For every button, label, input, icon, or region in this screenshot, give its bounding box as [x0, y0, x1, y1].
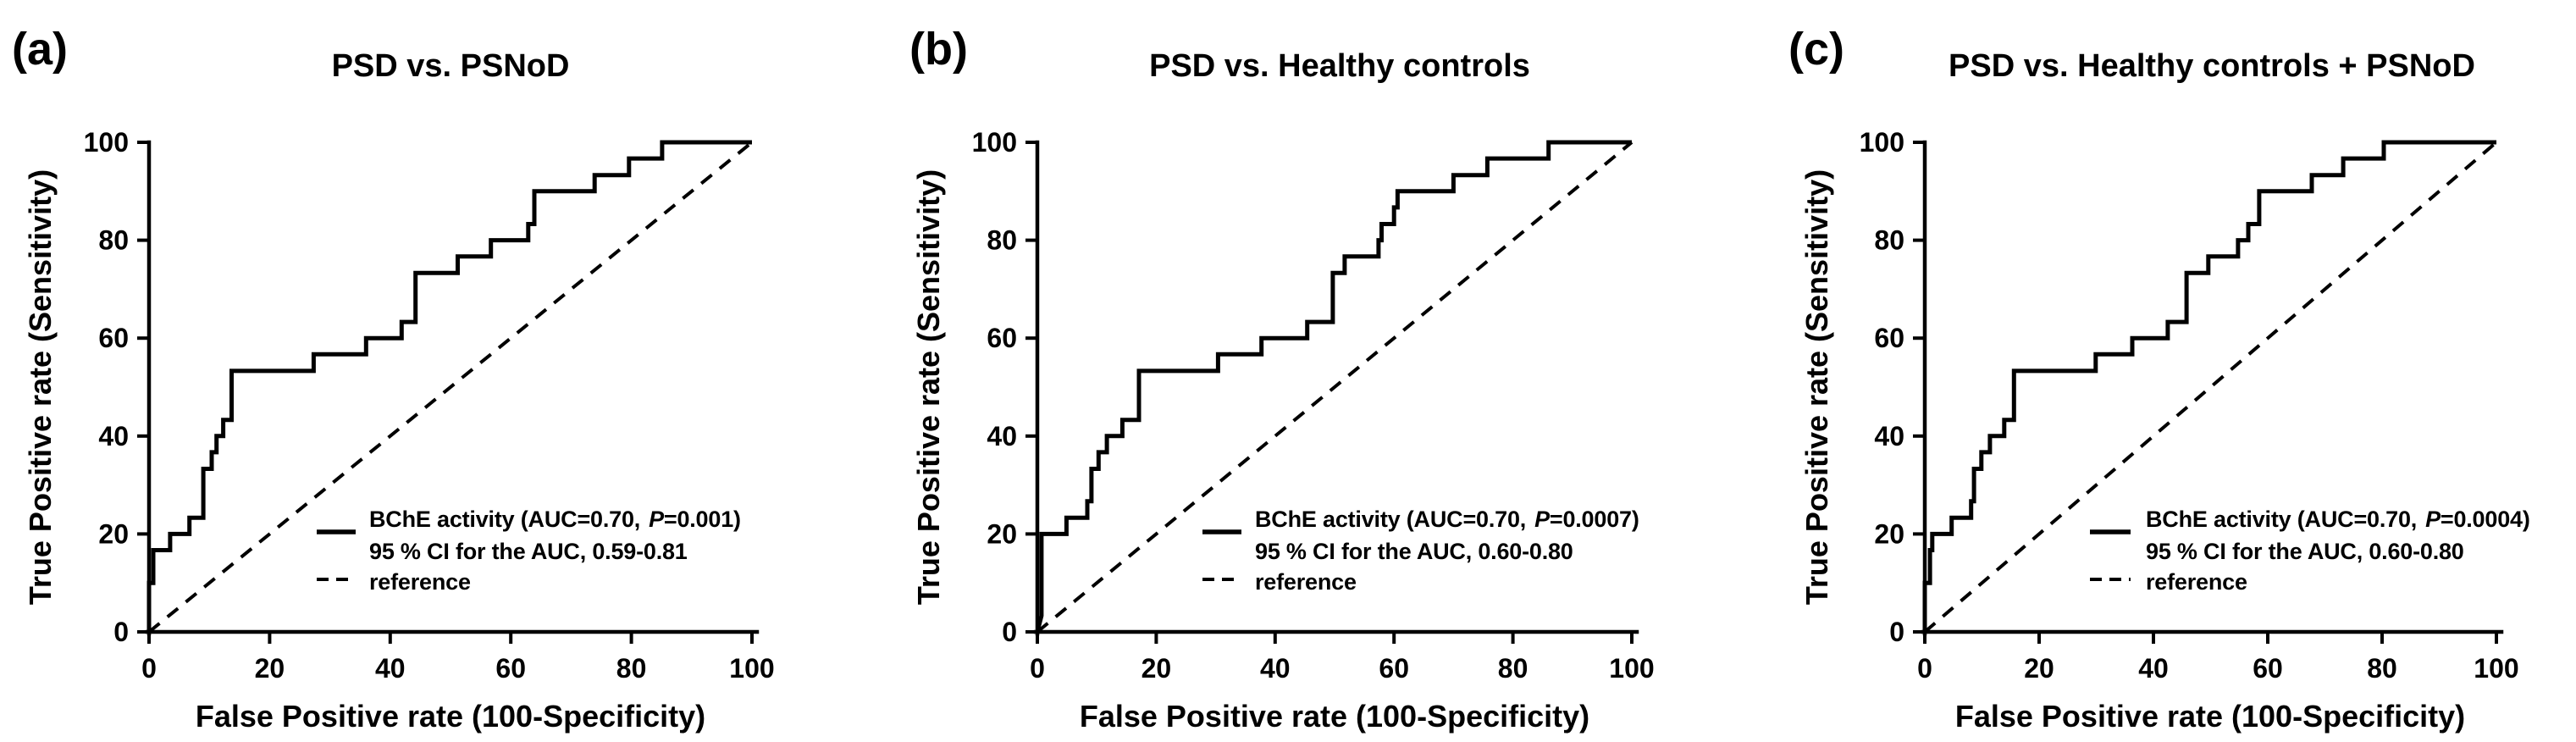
legend-line-3: reference	[1255, 569, 1357, 595]
chart-title-b: PSD vs. Healthy controls	[1149, 48, 1530, 84]
y-tick-label: 20	[98, 518, 129, 549]
roc-curve	[1922, 140, 2496, 632]
legend-line-2: 95 % CI for the AUC, 0.59-0.81	[369, 539, 688, 564]
legend-p-symbol: P	[1534, 507, 1551, 532]
x-tick-label: 60	[2253, 653, 2283, 684]
legend-line-1: BChE activity (AUC=0.70, P=0.0004)	[2146, 507, 2530, 532]
y-tick-label: 60	[98, 323, 129, 353]
x-tick-label: 20	[255, 653, 285, 684]
chart-title-c: PSD vs. Healthy controls + PSNoD	[1949, 48, 2475, 84]
y-tick-label: 100	[84, 127, 129, 158]
x-tick-label: 20	[1142, 653, 1172, 684]
y-axis-label-c: True Positive rate (Sensitivity)	[1799, 169, 1834, 605]
legend-line-2: 95 % CI for the AUC, 0.60-0.80	[2146, 539, 2464, 564]
x-tick-label: 60	[495, 653, 526, 684]
reference-line	[1923, 141, 2498, 634]
legend-line-1: BChE activity (AUC=0.70, P=0.0007)	[1255, 507, 1639, 532]
curves-a	[146, 140, 754, 634]
roc-panel-a: (a) PSD vs. PSNoD 0 20 40 60 80 100 0 20 40 60 80 1…	[0, 0, 859, 742]
y-tick-label: 20	[1874, 518, 1904, 549]
roc-chart-b: (b) PSD vs. Healthy controls 0 20 40 60 80 10…	[909, 24, 1655, 734]
x-tick-label: 80	[616, 653, 647, 684]
x-tick-label: 100	[1609, 653, 1654, 684]
legend-line-1-pre: BChE activity (AUC=0.70,	[2146, 507, 2417, 532]
axes-a: 0 20 40 60 80 100 0 20 40 60 80 100	[84, 127, 775, 684]
legend-line-1-pre: BChE activity (AUC=0.70,	[369, 507, 640, 532]
x-tick-label: 40	[2138, 653, 2169, 684]
legend-b: BChE activity (AUC=0.70, P=0.0007) 95 % C…	[1202, 507, 1639, 595]
y-tick-label: 80	[987, 225, 1017, 256]
y-tick-label: 80	[98, 225, 129, 256]
y-axis-label-a: True Positive rate (Sensitivity)	[23, 169, 58, 605]
legend-line-2: 95 % CI for the AUC, 0.60-0.80	[1255, 539, 1573, 564]
x-axis-label-a: False Positive rate (100-Specificity)	[196, 699, 705, 734]
legend-line-1-post: =0.0007)	[1550, 507, 1639, 532]
x-tick-label: 0	[1030, 653, 1045, 684]
roc-panel-b: (b) PSD vs. Healthy controls 0 20 40 60 80 10…	[859, 0, 1717, 742]
x-tick-label: 60	[1379, 653, 1409, 684]
legend-a: BChE activity (AUC=0.70, P=0.001) 95 % CI…	[317, 507, 741, 595]
roc-chart-a: (a) PSD vs. PSNoD 0 20 40 60 80 100 0 20 40 60 80 1…	[12, 24, 775, 734]
curves-b	[1035, 140, 1633, 634]
x-tick-label: 100	[2474, 653, 2518, 684]
panel-label-b: (b)	[909, 24, 968, 75]
y-tick-label: 60	[1874, 323, 1904, 353]
legend-c: BChE activity (AUC=0.70, P=0.0004) 95 % C…	[2090, 507, 2530, 595]
y-tick-label: 40	[98, 421, 129, 451]
legend-line-1-post: =0.001)	[664, 507, 741, 532]
y-tick-label: 40	[1874, 421, 1904, 451]
reference-line	[147, 141, 754, 634]
x-tick-label: 80	[1498, 653, 1528, 684]
curves-c	[1922, 140, 2498, 634]
x-tick-label: 80	[2367, 653, 2397, 684]
panel-label-a: (a)	[12, 24, 68, 75]
x-tick-label: 0	[141, 653, 157, 684]
roc-panel-c: (c) PSD vs. Healthy controls + PSNoD 0 20…	[1717, 0, 2576, 742]
y-tick-label: 20	[987, 518, 1017, 549]
x-axis-label-c: False Positive rate (100-Specificity)	[1955, 699, 2465, 734]
legend-line-1-pre: BChE activity (AUC=0.70,	[1255, 507, 1526, 532]
legend-p-symbol: P	[2425, 507, 2441, 532]
legend-line-3: reference	[2146, 569, 2247, 595]
chart-title-a: PSD vs. PSNoD	[332, 48, 570, 84]
reference-line	[1036, 141, 1633, 634]
y-tick-label: 0	[1002, 617, 1017, 647]
legend-line-1: BChE activity (AUC=0.70, P=0.001)	[369, 507, 741, 532]
panel-label-c: (c)	[1788, 24, 1844, 75]
roc-curve	[1035, 140, 1632, 633]
y-tick-label: 60	[987, 323, 1017, 353]
y-tick-label: 0	[113, 617, 129, 647]
x-tick-label: 100	[729, 653, 774, 684]
legend-p-symbol: P	[649, 507, 665, 532]
x-tick-label: 40	[1260, 653, 1291, 684]
y-tick-label: 100	[1860, 127, 1904, 158]
legend-line-3: reference	[369, 569, 471, 595]
legend-line-1-post: =0.0004)	[2441, 507, 2530, 532]
roc-chart-c: (c) PSD vs. Healthy controls + PSNoD 0 20…	[1788, 24, 2530, 734]
roc-curve	[146, 140, 752, 632]
y-tick-label: 80	[1874, 225, 1904, 256]
axes-b: 0 20 40 60 80 100 0 20 40 60 80 100	[972, 127, 1655, 684]
x-tick-label: 0	[1917, 653, 1932, 684]
y-tick-label: 100	[972, 127, 1017, 158]
x-axis-label-b: False Positive rate (100-Specificity)	[1080, 699, 1589, 734]
x-tick-label: 20	[2024, 653, 2054, 684]
axes-c: 0 20 40 60 80 100 0 20 40 60 80 100	[1860, 127, 2519, 684]
y-tick-label: 0	[1889, 617, 1904, 647]
y-tick-label: 40	[987, 421, 1017, 451]
x-tick-label: 40	[375, 653, 406, 684]
y-axis-label-b: True Positive rate (Sensitivity)	[911, 169, 946, 605]
